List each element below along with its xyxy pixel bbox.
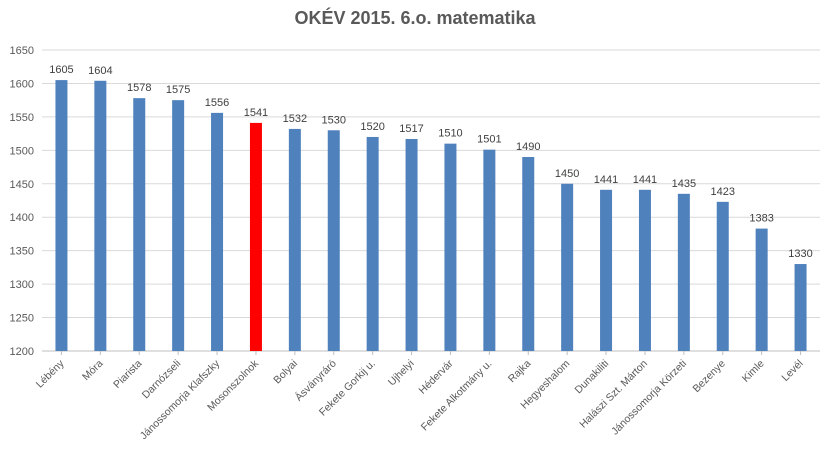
bar (211, 112, 224, 352)
data-label: 1556 (205, 97, 229, 109)
bar (94, 80, 107, 351)
bar (366, 136, 379, 351)
y-tick-label: 1450 (10, 179, 34, 191)
y-tick-label: 1400 (10, 212, 34, 224)
x-tick-label: Dunakiliti (573, 358, 612, 397)
y-tick-label: 1350 (10, 246, 34, 258)
y-tick-label: 1550 (10, 112, 34, 124)
bar (561, 183, 574, 351)
bar (405, 138, 418, 351)
data-label: 1604 (88, 65, 112, 77)
bar (288, 128, 301, 351)
data-label: 1520 (360, 121, 384, 133)
x-tick-label: Kimle (740, 358, 767, 385)
data-label: 1575 (166, 84, 190, 96)
bar (600, 189, 613, 351)
data-label: 1435 (672, 178, 696, 190)
data-label: 1578 (127, 82, 151, 94)
bar (249, 122, 262, 351)
x-tick-label: Bezenye (690, 358, 727, 395)
x-tick-label: Fekete Alkotmány u. (419, 358, 495, 434)
bar (638, 189, 651, 351)
x-tick-label: Móra (80, 358, 106, 384)
y-tick-label: 1500 (10, 145, 34, 157)
chart-title: OKÉV 2015. 6.o. matematika (294, 8, 536, 28)
bar (522, 157, 535, 351)
data-label: 1510 (438, 128, 462, 140)
x-tick-label: Piarista (111, 358, 144, 391)
y-tick-label: 1650 (10, 45, 34, 57)
data-label: 1605 (49, 64, 73, 76)
bar (755, 228, 768, 351)
bar (716, 201, 729, 351)
bar (133, 98, 146, 351)
y-tick-label: 1250 (10, 313, 34, 325)
bar (483, 149, 496, 351)
data-label: 1441 (633, 174, 657, 186)
y-tick-label: 1300 (10, 279, 34, 291)
x-tick-label: Hédervár (417, 357, 456, 396)
data-label: 1441 (594, 174, 618, 186)
data-label: 1541 (244, 107, 268, 119)
data-label: 1490 (516, 141, 540, 153)
bar (172, 100, 185, 352)
bar (55, 80, 68, 351)
data-label: 1450 (555, 168, 579, 180)
x-tick-label: Rajka (506, 358, 534, 386)
data-label: 1517 (399, 123, 423, 135)
bar (327, 130, 340, 351)
data-label: 1330 (788, 248, 812, 260)
y-tick-label: 1600 (10, 78, 34, 90)
bar (444, 143, 457, 351)
x-tick-label: Bolyai (271, 358, 300, 387)
data-label: 1532 (283, 113, 307, 125)
bar (794, 264, 807, 351)
data-label: 1530 (322, 114, 346, 126)
y-tick-label: 1200 (10, 346, 34, 358)
data-label: 1423 (711, 186, 735, 198)
x-tick-label: Jánossomorja Körzeti (609, 358, 689, 438)
x-tick-label: Levél (779, 358, 805, 384)
data-label: 1383 (749, 213, 773, 225)
x-tick-label: Halászi Szt. Márton (577, 358, 650, 431)
x-tick-label: Lébény (34, 357, 67, 390)
bar (677, 193, 690, 351)
data-label: 1501 (477, 134, 501, 146)
x-tick-label: Ujhelyi (386, 358, 417, 389)
